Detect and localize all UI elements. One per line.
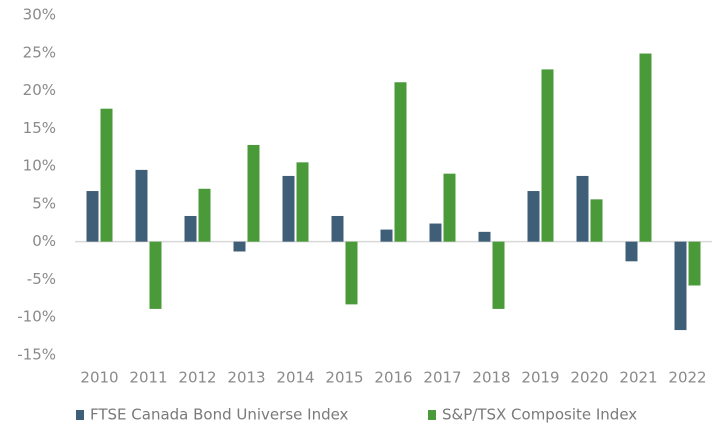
legend-label: S&P/TSX Composite Index — [442, 406, 637, 424]
x-tick-label: 2017 — [423, 369, 461, 387]
bar — [331, 215, 344, 242]
x-tick-label: 2015 — [325, 369, 363, 387]
legend-label: FTSE Canada Bond Universe Index — [90, 406, 349, 424]
bar — [86, 191, 99, 242]
x-tick-label: 2012 — [178, 369, 216, 387]
x-tick-label: 2010 — [80, 369, 118, 387]
x-tick-label: 2014 — [276, 369, 314, 387]
legend-swatch — [428, 410, 436, 420]
bar — [443, 173, 456, 242]
bar — [380, 229, 393, 242]
bar — [590, 199, 603, 242]
x-tick-label: 2019 — [521, 369, 559, 387]
bar — [296, 162, 309, 242]
y-tick-label: 10% — [23, 157, 56, 175]
bar — [688, 241, 701, 286]
y-tick-label: 0% — [32, 232, 56, 250]
bar — [100, 108, 113, 242]
bar — [247, 144, 260, 242]
y-tick-label: 15% — [23, 119, 56, 137]
x-tick-label: 2013 — [227, 369, 265, 387]
bar — [541, 69, 554, 242]
y-tick-label: 25% — [23, 43, 56, 61]
y-tick-label: -10% — [17, 308, 56, 326]
bar — [233, 241, 246, 252]
x-tick-label: 2021 — [619, 369, 657, 387]
x-tick-label: 2016 — [374, 369, 412, 387]
x-tick-label: 2022 — [668, 369, 706, 387]
bar — [135, 169, 148, 242]
bar — [184, 215, 197, 242]
x-tick-label: 2020 — [570, 369, 608, 387]
y-tick-label: 5% — [32, 194, 56, 212]
legend: FTSE Canada Bond Universe Index S&P/TSX C… — [76, 406, 637, 424]
bar — [429, 223, 442, 242]
bar — [478, 231, 491, 242]
bar — [625, 241, 638, 262]
bar — [282, 175, 295, 242]
x-tick-label: 2018 — [472, 369, 510, 387]
y-tick-label: 30% — [23, 6, 56, 24]
bar — [674, 241, 687, 331]
bar — [639, 53, 652, 242]
bar — [576, 175, 589, 242]
bar — [527, 191, 540, 242]
y-tick-label: 20% — [23, 81, 56, 99]
legend-swatch — [76, 410, 84, 420]
bar — [394, 82, 407, 242]
x-tick-label: 2011 — [129, 369, 167, 387]
y-tick-label: -5% — [27, 270, 56, 288]
bar — [198, 188, 211, 242]
bar — [149, 241, 162, 309]
bar — [345, 241, 358, 305]
bar — [492, 241, 505, 309]
y-tick-label: -15% — [17, 346, 56, 364]
